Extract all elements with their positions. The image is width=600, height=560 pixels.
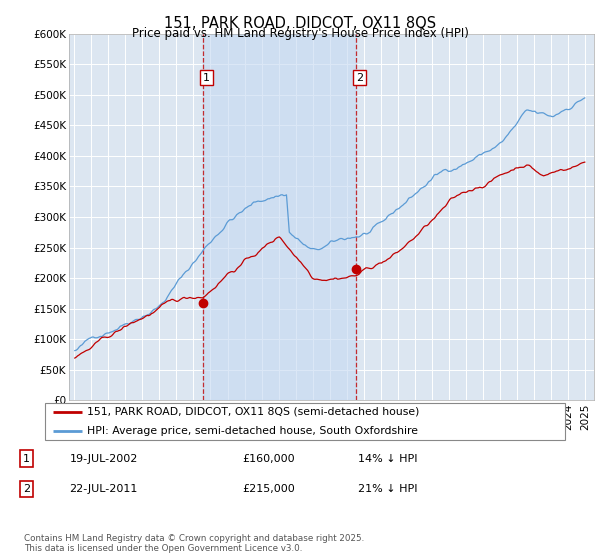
- Bar: [203, 34, 356, 400]
- Text: £160,000: £160,000: [242, 454, 295, 464]
- Text: 19-JUL-2002: 19-JUL-2002: [70, 454, 138, 464]
- Text: 151, PARK ROAD, DIDCOT, OX11 8QS (semi-detached house): 151, PARK ROAD, DIDCOT, OX11 8QS (semi-d…: [87, 407, 419, 417]
- Text: 22-JUL-2011: 22-JUL-2011: [70, 484, 138, 494]
- Text: 1: 1: [203, 73, 210, 83]
- Text: £215,000: £215,000: [242, 484, 295, 494]
- Text: 21% ↓ HPI: 21% ↓ HPI: [358, 484, 417, 494]
- Text: 14% ↓ HPI: 14% ↓ HPI: [358, 454, 417, 464]
- Text: 1: 1: [23, 454, 30, 464]
- Text: HPI: Average price, semi-detached house, South Oxfordshire: HPI: Average price, semi-detached house,…: [87, 426, 418, 436]
- Text: Price paid vs. HM Land Registry's House Price Index (HPI): Price paid vs. HM Land Registry's House …: [131, 27, 469, 40]
- Text: 2: 2: [356, 73, 364, 83]
- Text: Contains HM Land Registry data © Crown copyright and database right 2025.
This d: Contains HM Land Registry data © Crown c…: [24, 534, 364, 553]
- Text: 2: 2: [23, 484, 30, 494]
- Text: 151, PARK ROAD, DIDCOT, OX11 8QS: 151, PARK ROAD, DIDCOT, OX11 8QS: [164, 16, 436, 31]
- FancyBboxPatch shape: [44, 403, 565, 440]
